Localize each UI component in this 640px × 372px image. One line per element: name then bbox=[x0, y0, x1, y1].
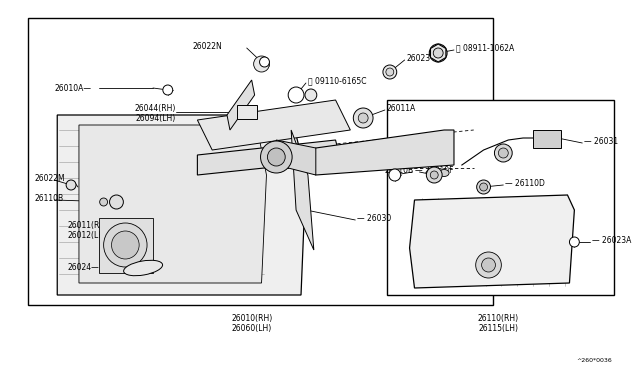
Text: — 26010F: — 26010F bbox=[415, 166, 453, 174]
Text: 26011(RH): 26011(RH) bbox=[67, 221, 108, 230]
Circle shape bbox=[429, 44, 447, 62]
Circle shape bbox=[109, 195, 124, 209]
Bar bbox=[28, 18, 493, 305]
Circle shape bbox=[477, 180, 490, 194]
Circle shape bbox=[305, 89, 317, 101]
Circle shape bbox=[482, 258, 495, 272]
Polygon shape bbox=[197, 100, 350, 150]
Circle shape bbox=[100, 198, 108, 206]
Polygon shape bbox=[197, 140, 340, 175]
Text: 26011A: 26011A bbox=[387, 103, 416, 112]
Circle shape bbox=[260, 57, 269, 67]
Text: 26012(LH): 26012(LH) bbox=[67, 231, 107, 240]
Circle shape bbox=[66, 180, 76, 190]
Text: Ⓝ 08911-1062A: Ⓝ 08911-1062A bbox=[456, 44, 514, 52]
Circle shape bbox=[111, 231, 139, 259]
Circle shape bbox=[260, 141, 292, 173]
Circle shape bbox=[104, 223, 147, 267]
Circle shape bbox=[426, 167, 442, 183]
Circle shape bbox=[383, 65, 397, 79]
Text: 26022N: 26022N bbox=[193, 42, 222, 51]
Text: 26094(LH): 26094(LH) bbox=[136, 113, 175, 122]
Text: 26010A—: 26010A— bbox=[54, 83, 92, 93]
Circle shape bbox=[358, 113, 368, 123]
Text: — 26030: — 26030 bbox=[357, 214, 392, 222]
Bar bbox=[387, 100, 614, 295]
Circle shape bbox=[430, 171, 438, 179]
Text: 26110B: 26110B bbox=[35, 193, 63, 202]
Circle shape bbox=[386, 68, 394, 76]
Circle shape bbox=[570, 237, 579, 247]
Circle shape bbox=[353, 108, 373, 128]
Circle shape bbox=[476, 252, 501, 278]
Text: Ⓑ 09110-6165C: Ⓑ 09110-6165C bbox=[308, 77, 367, 86]
Polygon shape bbox=[227, 80, 255, 130]
Polygon shape bbox=[306, 130, 454, 175]
Circle shape bbox=[268, 148, 285, 166]
Text: 26060(LH): 26060(LH) bbox=[232, 324, 272, 333]
Text: — 26031: — 26031 bbox=[584, 137, 618, 145]
Text: 26024—: 26024— bbox=[67, 263, 99, 273]
Circle shape bbox=[433, 48, 443, 58]
Circle shape bbox=[479, 183, 488, 191]
Bar bbox=[237, 105, 257, 119]
Text: 26115(LH): 26115(LH) bbox=[478, 324, 518, 333]
Text: 26010(RH): 26010(RH) bbox=[231, 314, 272, 323]
Text: — 26110D: — 26110D bbox=[506, 179, 545, 187]
Ellipse shape bbox=[439, 170, 449, 176]
Text: 26044(RH): 26044(RH) bbox=[134, 103, 175, 112]
Polygon shape bbox=[276, 140, 316, 175]
Text: 26110B: 26110B bbox=[385, 166, 414, 174]
Circle shape bbox=[163, 85, 173, 95]
Ellipse shape bbox=[124, 260, 163, 276]
Text: 26110(RH): 26110(RH) bbox=[478, 314, 519, 323]
Text: — 26023A: — 26023A bbox=[592, 235, 632, 244]
Bar bbox=[533, 130, 561, 148]
Polygon shape bbox=[57, 115, 306, 295]
Circle shape bbox=[495, 144, 512, 162]
Polygon shape bbox=[291, 130, 314, 250]
Bar bbox=[99, 218, 153, 273]
Circle shape bbox=[389, 169, 401, 181]
Polygon shape bbox=[79, 125, 266, 283]
Text: 26023: 26023 bbox=[406, 54, 431, 62]
Text: 26022M: 26022M bbox=[35, 173, 65, 183]
Circle shape bbox=[499, 148, 508, 158]
Polygon shape bbox=[410, 195, 574, 288]
Text: ^260*0036: ^260*0036 bbox=[576, 357, 612, 362]
Circle shape bbox=[253, 56, 269, 72]
Circle shape bbox=[288, 87, 304, 103]
